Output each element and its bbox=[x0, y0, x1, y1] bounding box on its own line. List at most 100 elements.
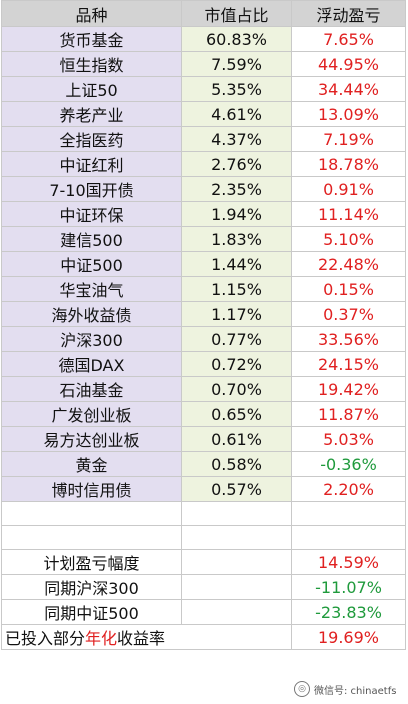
blank-cell bbox=[1, 501, 182, 526]
blank-row bbox=[1, 501, 406, 526]
fund-name: 黄金 bbox=[1, 451, 182, 477]
header-ratio: 市值占比 bbox=[181, 0, 292, 27]
market-value-ratio: 1.94% bbox=[181, 201, 292, 227]
floating-pnl: 34.44% bbox=[291, 76, 406, 102]
market-value-ratio: 0.72% bbox=[181, 351, 292, 377]
floating-pnl: 11.14% bbox=[291, 201, 406, 227]
market-value-ratio: 5.35% bbox=[181, 76, 292, 102]
table-row: 7-10国开债 2.35% 0.91% bbox=[1, 176, 406, 202]
market-value-ratio: 7.59% bbox=[181, 51, 292, 77]
label-suffix: 收益率 bbox=[117, 629, 166, 648]
blank-cell bbox=[1, 525, 182, 550]
market-value-ratio: 2.76% bbox=[181, 151, 292, 177]
fund-name: 全指医药 bbox=[1, 126, 182, 152]
blank-cell bbox=[181, 599, 292, 625]
blank-cell bbox=[181, 574, 292, 600]
wechat-icon: ◎ bbox=[294, 681, 310, 697]
blank-cell bbox=[181, 525, 292, 550]
summary-row: 同期中证500 -23.83% bbox=[1, 599, 406, 625]
summary-row: 计划盈亏幅度 14.59% bbox=[1, 549, 406, 575]
floating-pnl: 7.65% bbox=[291, 26, 406, 52]
annualized-return-value: 19.69% bbox=[291, 624, 406, 650]
floating-pnl: 0.37% bbox=[291, 301, 406, 327]
market-value-ratio: 4.37% bbox=[181, 126, 292, 152]
table-row: 黄金 0.58% -0.36% bbox=[1, 451, 406, 477]
floating-pnl: 5.10% bbox=[291, 226, 406, 252]
blank-cell bbox=[291, 501, 406, 526]
floating-pnl: 7.19% bbox=[291, 126, 406, 152]
watermark-text: 微信号: chinaetfs bbox=[314, 685, 397, 697]
fund-name: 养老产业 bbox=[1, 101, 182, 127]
table-row: 恒生指数 7.59% 44.95% bbox=[1, 51, 406, 77]
market-value-ratio: 0.58% bbox=[181, 451, 292, 477]
blank-cell bbox=[181, 501, 292, 526]
summary-row: 同期沪深300 -11.07% bbox=[1, 574, 406, 600]
table-row: 博时信用债 0.57% 2.20% bbox=[1, 476, 406, 502]
summary-label: 同期沪深300 bbox=[1, 574, 182, 600]
header-row: 品种 市值占比 浮动盈亏 bbox=[1, 0, 406, 27]
fund-name: 广发创业板 bbox=[1, 401, 182, 427]
fund-name: 恒生指数 bbox=[1, 51, 182, 77]
table-row: 建信500 1.83% 5.10% bbox=[1, 226, 406, 252]
floating-pnl: 33.56% bbox=[291, 326, 406, 352]
fund-name: 中证环保 bbox=[1, 201, 182, 227]
market-value-ratio: 4.61% bbox=[181, 101, 292, 127]
fund-name: 中证红利 bbox=[1, 151, 182, 177]
watermark: ◎ 微信号: chinaetfs bbox=[294, 681, 397, 697]
table-row: 货币基金 60.83% 7.65% bbox=[1, 26, 406, 52]
market-value-ratio: 0.61% bbox=[181, 426, 292, 452]
floating-pnl: -0.36% bbox=[291, 451, 406, 477]
table-row: 养老产业 4.61% 13.09% bbox=[1, 101, 406, 127]
market-value-ratio: 0.70% bbox=[181, 376, 292, 402]
table-row: 全指医药 4.37% 7.19% bbox=[1, 126, 406, 152]
fund-name: 德国DAX bbox=[1, 351, 182, 377]
floating-pnl: 0.15% bbox=[291, 276, 406, 302]
annualized-return-row: 已投入部分年化收益率 19.69% bbox=[1, 624, 406, 650]
table-row: 石油基金 0.70% 19.42% bbox=[1, 376, 406, 402]
table-row: 中证环保 1.94% 11.14% bbox=[1, 201, 406, 227]
header-name: 品种 bbox=[1, 0, 182, 27]
label-highlight: 年化 bbox=[85, 629, 118, 648]
floating-pnl: 44.95% bbox=[291, 51, 406, 77]
market-value-ratio: 1.17% bbox=[181, 301, 292, 327]
market-value-ratio: 2.35% bbox=[181, 176, 292, 202]
blank-cell bbox=[181, 549, 292, 575]
market-value-ratio: 0.57% bbox=[181, 476, 292, 502]
fund-name: 华宝油气 bbox=[1, 276, 182, 302]
market-value-ratio: 0.77% bbox=[181, 326, 292, 352]
table-row: 沪深300 0.77% 33.56% bbox=[1, 326, 406, 352]
fund-name: 中证500 bbox=[1, 251, 182, 277]
table-row: 中证红利 2.76% 18.78% bbox=[1, 151, 406, 177]
portfolio-table: 品种 市值占比 浮动盈亏 货币基金 60.83% 7.65% 恒生指数 7.59% 44.… bbox=[1, 0, 406, 650]
floating-pnl: 5.03% bbox=[291, 426, 406, 452]
table-row: 广发创业板 0.65% 11.87% bbox=[1, 401, 406, 427]
fund-name: 易方达创业板 bbox=[1, 426, 182, 452]
fund-name: 沪深300 bbox=[1, 326, 182, 352]
summary-value: 14.59% bbox=[291, 549, 406, 575]
table-row: 易方达创业板 0.61% 5.03% bbox=[1, 426, 406, 452]
label-prefix: 已投入部分 bbox=[5, 629, 86, 648]
blank-cell bbox=[291, 525, 406, 550]
table-row: 中证500 1.44% 22.48% bbox=[1, 251, 406, 277]
summary-value: -23.83% bbox=[291, 599, 406, 625]
floating-pnl: 19.42% bbox=[291, 376, 406, 402]
summary-value: -11.07% bbox=[291, 574, 406, 600]
fund-name: 7-10国开债 bbox=[1, 176, 182, 202]
floating-pnl: 11.87% bbox=[291, 401, 406, 427]
market-value-ratio: 1.15% bbox=[181, 276, 292, 302]
floating-pnl: 2.20% bbox=[291, 476, 406, 502]
fund-name: 石油基金 bbox=[1, 376, 182, 402]
table-row: 华宝油气 1.15% 0.15% bbox=[1, 276, 406, 302]
blank-row bbox=[1, 525, 406, 550]
fund-name: 博时信用债 bbox=[1, 476, 182, 502]
fund-name: 海外收益债 bbox=[1, 301, 182, 327]
market-value-ratio: 0.65% bbox=[181, 401, 292, 427]
summary-label: 同期中证500 bbox=[1, 599, 182, 625]
summary-label: 计划盈亏幅度 bbox=[1, 549, 182, 575]
fund-name: 上证50 bbox=[1, 76, 182, 102]
table-row: 德国DAX 0.72% 24.15% bbox=[1, 351, 406, 377]
table-row: 海外收益债 1.17% 0.37% bbox=[1, 301, 406, 327]
floating-pnl: 13.09% bbox=[291, 101, 406, 127]
annualized-return-label: 已投入部分年化收益率 bbox=[1, 624, 292, 650]
table-row: 上证50 5.35% 34.44% bbox=[1, 76, 406, 102]
